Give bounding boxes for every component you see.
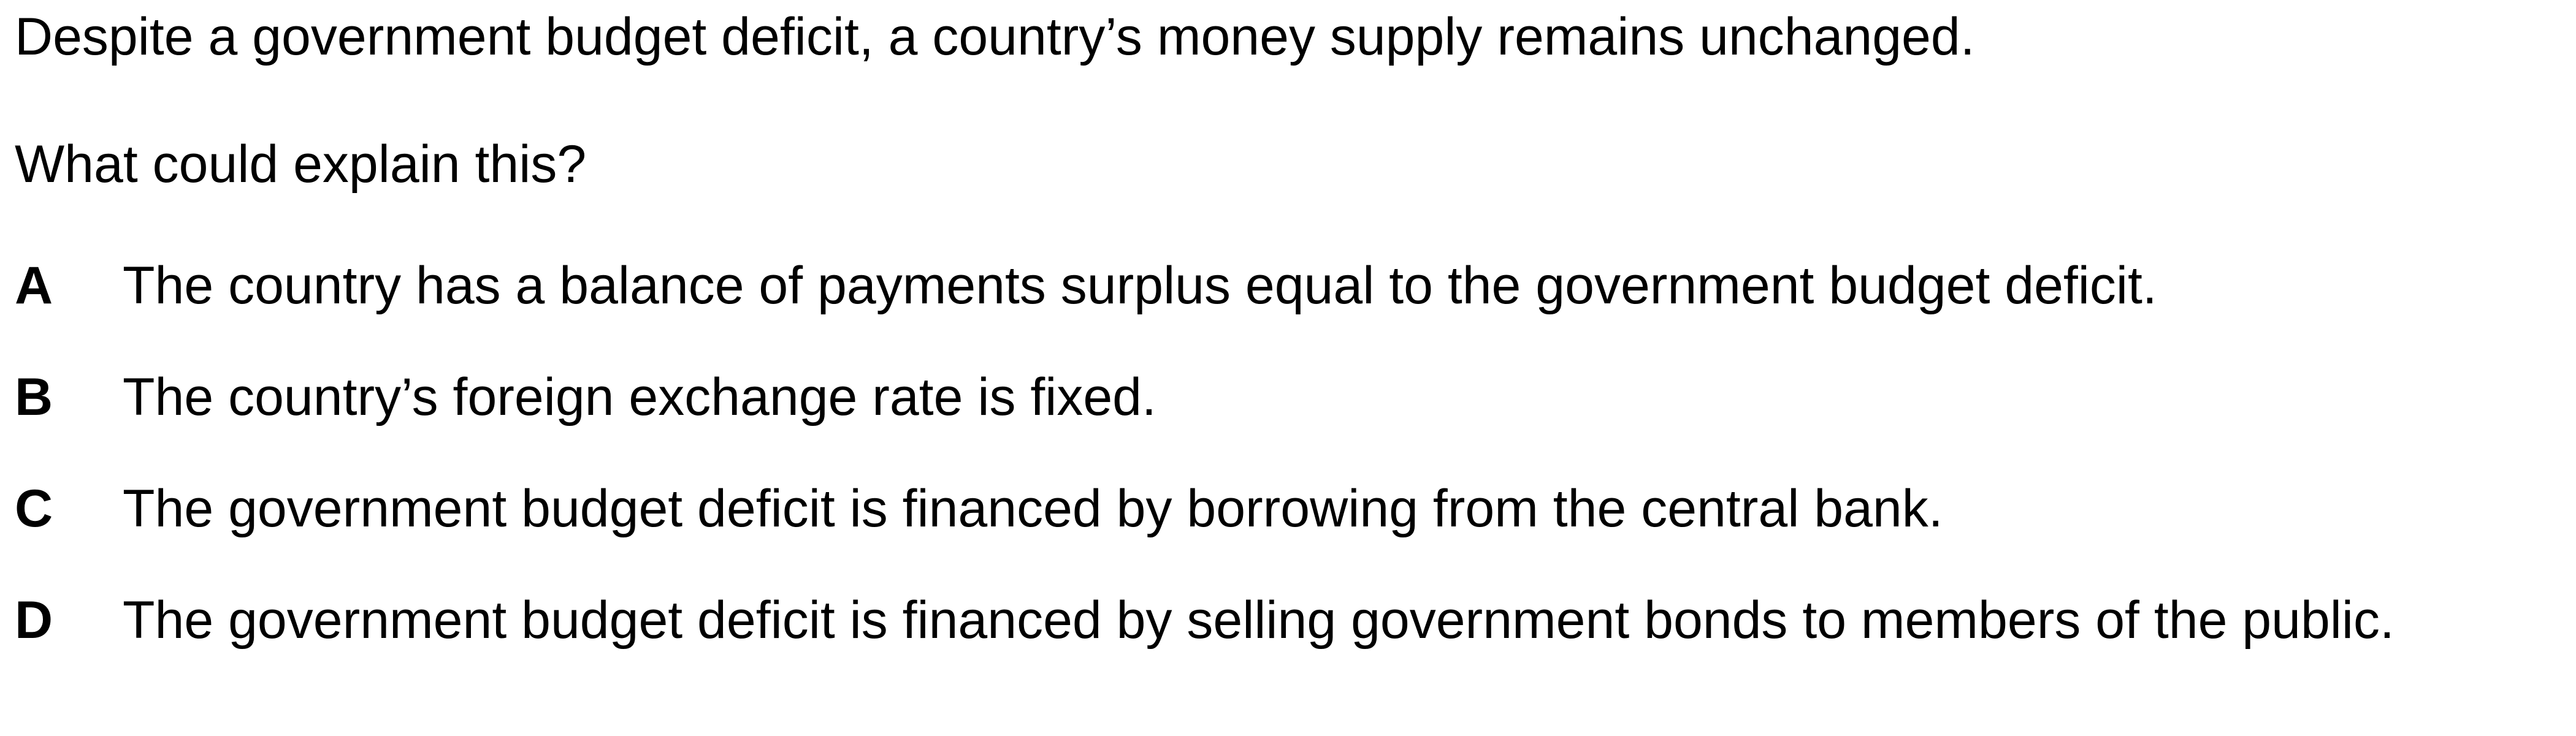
option-letter: B [15, 368, 53, 427]
option-text: The government budget deficit is finance… [123, 591, 2394, 650]
option-c[interactable]: C The government budget deficit is finan… [15, 478, 2467, 539]
question-prompt: What could explain this? [15, 135, 587, 194]
option-text: The government budget deficit is finance… [123, 479, 1943, 538]
option-letter: C [15, 479, 53, 538]
question-document: Despite a government budget deficit, a c… [15, 6, 2467, 651]
option-text: The country has a balance of payments su… [123, 256, 2157, 315]
option-text: The country’s foreign exchange rate is f… [123, 368, 1156, 427]
option-b[interactable]: B The country’s foreign exchange rate is… [15, 366, 2467, 428]
option-letter: A [15, 256, 53, 315]
answer-options: A The country has a balance of payments … [15, 255, 2467, 651]
option-d[interactable]: D The government budget deficit is finan… [15, 590, 2467, 651]
question-stem: Despite a government budget deficit, a c… [15, 7, 1975, 66]
option-letter: D [15, 591, 53, 650]
option-a[interactable]: A The country has a balance of payments … [15, 255, 2467, 316]
